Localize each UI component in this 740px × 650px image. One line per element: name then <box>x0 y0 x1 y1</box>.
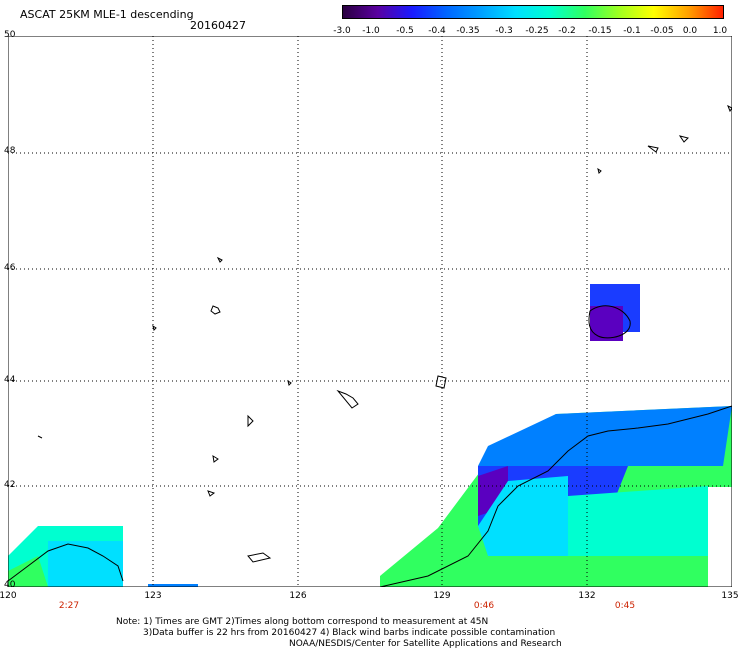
lon-label-129: 129 <box>433 591 451 601</box>
colorbar-tick-label: -3.0 <box>333 26 351 36</box>
colorbar-tick-label: -0.1 <box>623 26 641 36</box>
grid-lines <box>8 36 732 587</box>
lat-label-46: 46 <box>4 263 16 273</box>
colorbar-tick-label: -0.2 <box>558 26 576 36</box>
colorbar-tick-label: -1.0 <box>362 26 380 36</box>
lon-label-120: 120 <box>0 591 17 601</box>
colorbar-tick-label: 0.0 <box>682 26 698 36</box>
lon-label-126: 126 <box>289 591 307 601</box>
colorbar-tick-label: -0.35 <box>456 26 480 36</box>
colorbar <box>342 5 724 19</box>
colorbar-tick-label: -0.25 <box>525 26 549 36</box>
lat-label-44: 44 <box>4 375 16 385</box>
pass-time-1: 2:27 <box>58 601 80 611</box>
wind-swaths <box>8 284 732 587</box>
colorbar-tick-label: -0.5 <box>396 26 414 36</box>
colorbar-tick-label: -0.4 <box>428 26 446 36</box>
pass-time-2: 0:46 <box>473 601 495 611</box>
coastline <box>8 104 732 587</box>
map-title: ASCAT 25KM MLE-1 descending <box>20 8 194 21</box>
lat-label-48: 48 <box>4 146 16 156</box>
lat-label-50: 50 <box>4 30 16 40</box>
colorbar-tick-label: -0.15 <box>588 26 612 36</box>
colorbar-tick-label: -0.3 <box>495 26 513 36</box>
note-line-1: Note: 1) Times are GMT 2)Times along bot… <box>116 617 489 627</box>
colorbar-tick-label: -0.05 <box>650 26 674 36</box>
map-plot <box>8 36 732 587</box>
pass-time-3: 0:45 <box>614 601 636 611</box>
colorbar-ticks: -3.0 -1.0 -0.5 -0.4 -0.35 -0.3 -0.25 -0.2 -0.15 -… <box>0 0 740 40</box>
lat-label-40: 40 <box>4 580 16 590</box>
lon-label-132: 132 <box>578 591 596 601</box>
colorbar-tick-label: 1.0 <box>712 26 728 36</box>
note-line-2: 3)Data buffer is 22 hrs from 20160427 4)… <box>143 628 556 638</box>
map-date: 20160427 <box>190 19 246 32</box>
note-line-3: NOAA/NESDIS/Center for Satellite Applica… <box>289 639 562 649</box>
lat-label-42: 42 <box>4 480 16 490</box>
lon-label-123: 123 <box>144 591 162 601</box>
lon-label-135: 135 <box>721 591 739 601</box>
